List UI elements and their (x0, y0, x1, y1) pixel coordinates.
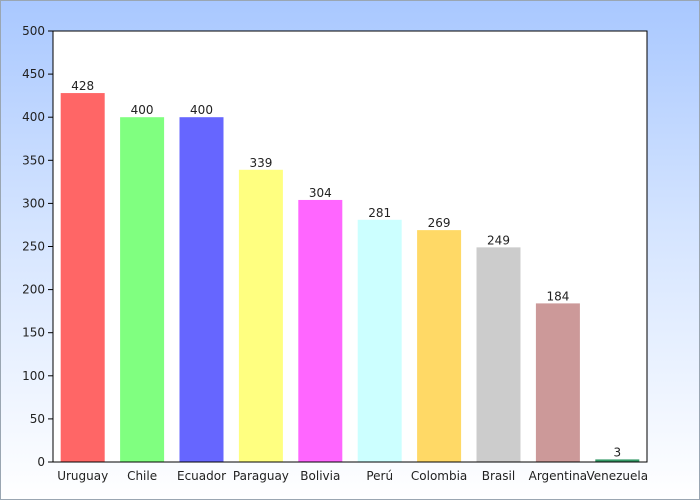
data-label-5: 281 (368, 206, 391, 220)
bar-4 (298, 199, 343, 462)
bar-3 (238, 169, 283, 463)
y-tick-label-4: 200 (22, 283, 45, 297)
y-tick-label-8: 400 (22, 110, 45, 124)
x-tick-label-2: Ecuador (177, 469, 226, 483)
bar-1 (120, 117, 165, 462)
x-tick-label-1: Chile (127, 469, 157, 483)
bar-5 (357, 219, 402, 462)
y-tick-label-0: 0 (37, 455, 45, 469)
y-tick-label-2: 100 (22, 369, 45, 383)
y-tick-label-1: 50 (30, 412, 45, 426)
x-tick-label-9: Venezuela (586, 469, 648, 483)
x-tick-label-3: Paraguay (233, 469, 289, 483)
x-tick-label-5: Perú (366, 469, 393, 483)
y-tick-label-7: 350 (22, 153, 45, 167)
y-tick-label-3: 150 (22, 326, 45, 340)
y-tick-label-5: 250 (22, 240, 45, 254)
bar-2 (179, 117, 224, 462)
bar-0 (60, 93, 105, 463)
x-tick-label-6: Colombia (411, 469, 467, 483)
x-tick-label-8: Argentina (529, 469, 588, 483)
plot-border (52, 30, 648, 463)
data-label-3: 339 (249, 156, 272, 170)
bar-7 (476, 247, 521, 462)
data-label-2: 400 (190, 103, 213, 117)
bar-9 (595, 459, 640, 462)
data-label-7: 249 (487, 233, 510, 247)
y-tick-label-6: 300 (22, 196, 45, 210)
x-tick-label-7: Brasil (482, 469, 515, 483)
y-tick-label-9: 450 (22, 67, 45, 81)
data-label-0: 428 (71, 79, 94, 93)
y-tick-label-10: 500 (22, 24, 45, 38)
bar-6 (417, 230, 462, 462)
data-label-8: 184 (546, 289, 569, 303)
data-label-6: 269 (428, 216, 451, 230)
data-label-9: 3 (613, 445, 621, 459)
x-tick-label-4: Bolivia (300, 469, 340, 483)
bar-8 (535, 303, 580, 462)
data-label-1: 400 (131, 103, 154, 117)
x-tick-label-0: Uruguay (57, 469, 108, 483)
data-label-4: 304 (309, 186, 332, 200)
